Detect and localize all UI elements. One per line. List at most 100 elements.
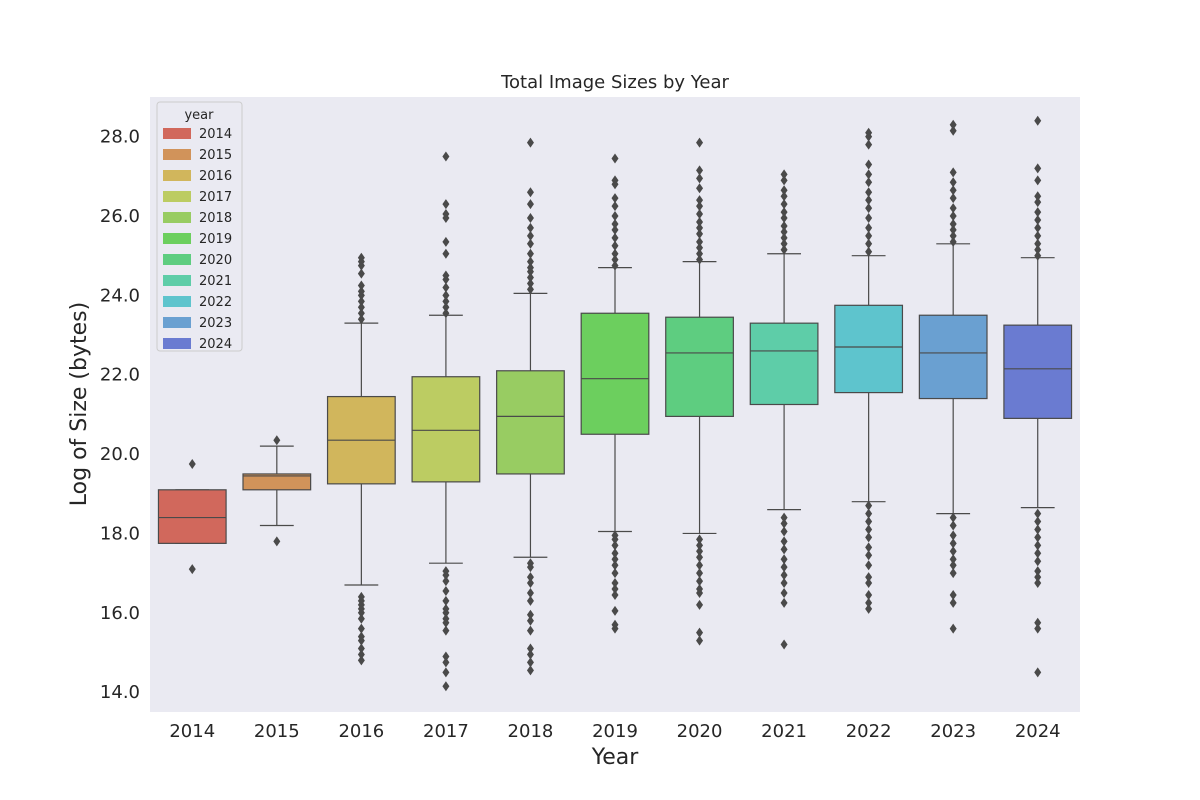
outlier-point — [442, 199, 450, 210]
box-2015 — [242, 435, 312, 547]
outlier-point — [611, 248, 619, 259]
iqr-box — [665, 316, 734, 418]
outlier-point — [696, 173, 704, 184]
outlier-point — [1034, 667, 1042, 678]
outlier-point — [865, 532, 873, 543]
outlier-point — [442, 236, 450, 247]
outlier-point — [865, 542, 873, 553]
box-2019 — [580, 153, 650, 634]
box-2018 — [496, 137, 565, 676]
outlier-point — [1034, 556, 1042, 567]
outlier-point — [696, 236, 704, 247]
outlier-point — [526, 284, 534, 295]
outlier-point — [949, 177, 957, 188]
outlier-point — [1034, 540, 1042, 551]
outlier-point — [611, 554, 619, 565]
outlier-point — [865, 222, 873, 233]
y-tick-label: 14.0 — [100, 682, 140, 703]
outlier-point — [865, 560, 873, 571]
outlier-point — [780, 544, 788, 555]
outlier-point — [442, 296, 450, 307]
outlier-point — [696, 254, 704, 265]
outlier-point — [696, 552, 704, 563]
outlier-point — [949, 623, 957, 634]
outlier-point — [865, 524, 873, 535]
outlier-point — [273, 536, 281, 547]
outlier-point — [780, 207, 788, 218]
outlier-point — [357, 268, 365, 279]
x-tick-label: 2024 — [1015, 721, 1061, 742]
outlier-point — [526, 587, 534, 598]
iqr-box — [1003, 324, 1073, 419]
outlier-point — [442, 576, 450, 587]
y-tick-label: 18.0 — [100, 523, 140, 544]
iqr-box — [834, 304, 904, 394]
legend-swatch — [163, 296, 191, 307]
outlier-point — [357, 286, 365, 297]
outlier-point — [696, 576, 704, 587]
outlier-point — [442, 651, 450, 662]
outlier-point — [696, 540, 704, 551]
legend-entry: 2019 — [199, 232, 232, 247]
x-tick-label: 2015 — [254, 721, 300, 742]
outlier-point — [696, 165, 704, 176]
outlier-point — [865, 572, 873, 583]
outlier-point — [949, 167, 957, 178]
outlier-point — [865, 127, 873, 138]
outlier-point — [526, 137, 534, 148]
outlier-point — [357, 308, 365, 319]
iqr-box — [242, 473, 312, 491]
outlier-point — [526, 230, 534, 241]
outlier-point — [611, 548, 619, 559]
outlier-point — [611, 224, 619, 235]
outlier-point — [696, 627, 704, 638]
outlier-point — [865, 169, 873, 180]
outlier-point — [780, 536, 788, 547]
box-2023 — [918, 119, 988, 634]
outlier-point — [526, 213, 534, 224]
outlier-point — [357, 649, 365, 660]
outlier-point — [696, 568, 704, 579]
outlier-point — [1034, 516, 1042, 527]
x-tick-label: 2017 — [423, 721, 469, 742]
outlier-point — [611, 560, 619, 571]
outlier-point — [1034, 163, 1042, 174]
outlier-point — [949, 568, 957, 579]
outlier-point — [949, 125, 957, 136]
outlier-point — [696, 216, 704, 227]
outlier-point — [696, 195, 704, 206]
outlier-point — [1034, 623, 1042, 634]
outlier-point — [865, 578, 873, 589]
outlier-point — [357, 591, 365, 602]
outlier-point — [442, 248, 450, 259]
outlier-point — [526, 657, 534, 668]
outlier-point — [780, 213, 788, 224]
outlier-point — [696, 201, 704, 212]
outlier-point — [1034, 175, 1042, 186]
outlier-point — [780, 639, 788, 650]
outlier-point — [1034, 548, 1042, 559]
outlier-point — [526, 609, 534, 620]
outlier-point — [1034, 191, 1042, 202]
outlier-point — [949, 530, 957, 541]
y-tick-label: 28.0 — [100, 127, 140, 148]
outlier-point — [357, 655, 365, 666]
outlier-point — [949, 554, 957, 565]
outlier-point — [1034, 115, 1042, 126]
outlier-point — [611, 260, 619, 271]
outlier-point — [442, 282, 450, 293]
outlier-point — [865, 238, 873, 249]
outlier-point — [526, 649, 534, 660]
outlier-point — [780, 199, 788, 210]
legend-swatch — [163, 338, 191, 349]
legend-swatch — [163, 170, 191, 181]
outlier-point — [1034, 230, 1042, 241]
outlier-point — [442, 290, 450, 301]
outlier-point — [357, 302, 365, 313]
outlier-point — [865, 230, 873, 241]
iqr-box — [496, 370, 565, 475]
outlier-point — [611, 619, 619, 630]
outlier-point — [949, 560, 957, 571]
legend-swatch — [163, 254, 191, 265]
